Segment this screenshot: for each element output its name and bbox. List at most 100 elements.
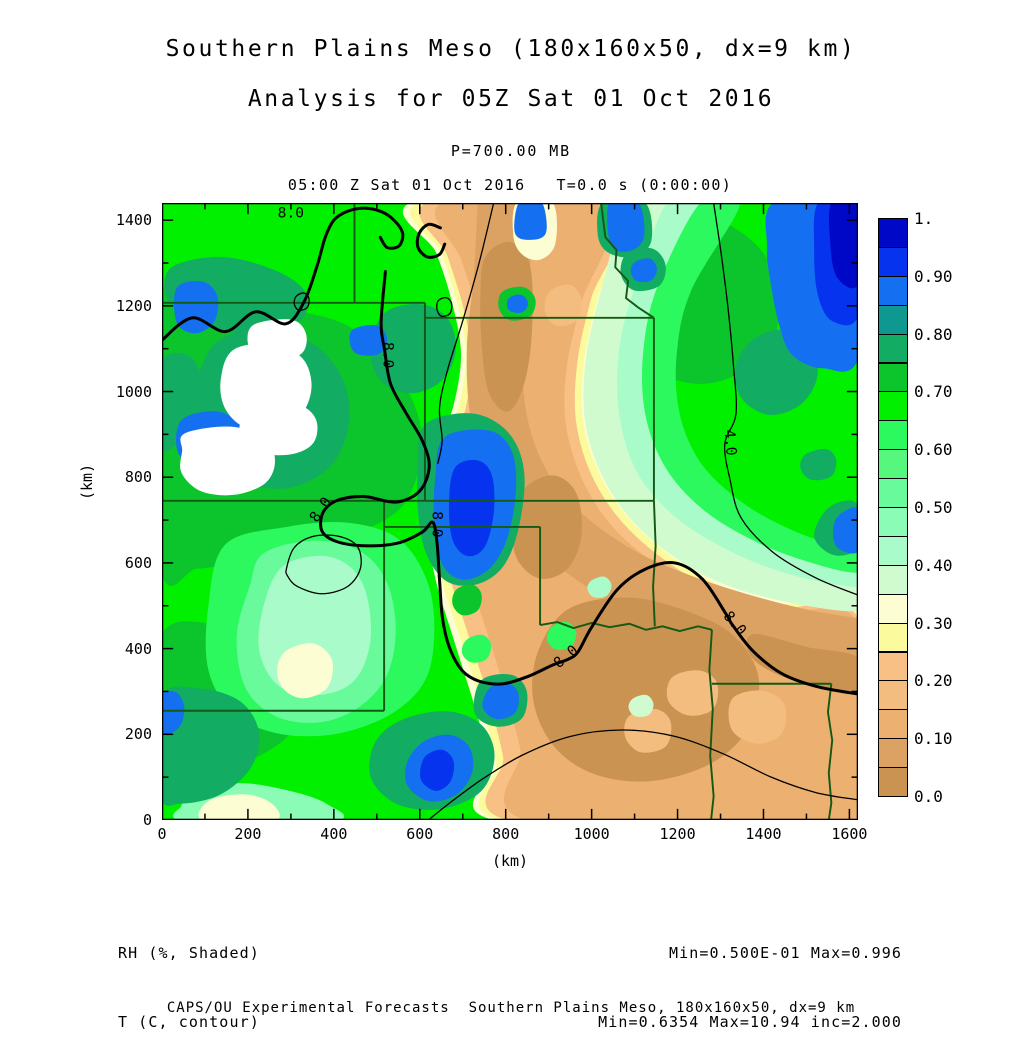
rh-fill-region xyxy=(514,203,547,240)
colorbar-cell xyxy=(878,709,908,740)
state-border xyxy=(600,203,655,319)
rh-fill-region xyxy=(532,597,760,782)
rh-fill-region xyxy=(480,241,533,412)
shaded-field-label: RH (%, Shaded) xyxy=(118,944,260,962)
x-tick-label: 800 xyxy=(492,825,520,843)
colorbar-tick-label: 0.90 xyxy=(914,266,953,286)
rh-fill-region xyxy=(544,284,582,327)
temperature-contour xyxy=(427,729,858,820)
x-tick-label: 1600 xyxy=(831,825,868,843)
x-axis-tick-labels: 0 200 400 600 800 1000 1200 1400 1600 xyxy=(157,825,867,845)
rh-fill-region xyxy=(624,708,672,753)
colorbar-cell xyxy=(878,304,908,335)
rh-fill-region xyxy=(452,584,482,616)
contour-value-label: 4.0 xyxy=(721,429,740,457)
rh-fill-region xyxy=(162,690,185,735)
colorbar-tick-labels: 1. 0.90 0.80 0.70 0.60 0.50 0.40 0.30 0.20 0.10 0.… xyxy=(914,209,974,808)
colorbar-cell xyxy=(878,333,908,364)
plot-title-line2: Analysis for 05Z Sat 01 Oct 2016 xyxy=(247,86,775,112)
x-axis-title: (km) xyxy=(491,852,529,870)
y-tick-label: 200 xyxy=(124,725,152,744)
credit-line: CAPS/OU Experimental Forecasts Southern … xyxy=(166,1000,856,1016)
colorbar-cell xyxy=(878,218,908,248)
rh-fill-region xyxy=(728,690,787,744)
rh-fill-region xyxy=(642,203,858,573)
colorbar-tick-label: 0.10 xyxy=(914,729,953,749)
pressure-level-label: P=700.00 MB xyxy=(450,142,572,160)
state-border xyxy=(708,629,715,820)
colorbar-cell xyxy=(878,507,908,537)
analysis-map: 8.0 8.0 8.0 8.0 8.0 8.0 4.0 xyxy=(162,203,858,820)
colorbar-cell xyxy=(878,738,908,769)
temperature-contour xyxy=(713,203,858,596)
y-axis-tick-labels: 0 200 400 600 800 1000 1200 1400 xyxy=(80,203,152,829)
colorbar-tick-label: 0.30 xyxy=(914,613,953,633)
state-border xyxy=(539,621,713,633)
rh-fill-region xyxy=(628,694,654,717)
y-tick-label: 400 xyxy=(124,639,152,658)
colorbar-cell xyxy=(878,622,908,653)
missing-data-patch xyxy=(180,426,275,496)
state-border xyxy=(826,683,834,820)
temperature-contour xyxy=(319,270,858,696)
x-tick-label: 400 xyxy=(320,825,348,843)
colorbar-tick-label: 0.60 xyxy=(914,440,953,460)
plot-title-line1: Southern Plains Meso (180x160x50, dx=9 k… xyxy=(165,36,857,62)
y-tick-label: 1200 xyxy=(115,296,152,315)
rh-contour-map: 8.08.08.0 8.08.08.04.0 xyxy=(162,203,858,820)
rh-fill-region xyxy=(461,634,492,663)
x-tick-label: 0 xyxy=(157,825,167,843)
rh-fill-region xyxy=(419,749,455,791)
colorbar xyxy=(878,218,908,797)
x-tick-label: 1400 xyxy=(745,825,782,843)
y-tick-label: 1400 xyxy=(115,211,152,230)
y-tick-label: 0 xyxy=(142,811,152,829)
temperature-contour xyxy=(162,206,405,342)
contour-value-label: 8.0 xyxy=(429,511,446,537)
colorbar-cell xyxy=(878,478,908,508)
colorbar-tick-label: 0.20 xyxy=(914,671,953,691)
temperature-contour xyxy=(415,222,447,259)
rh-fill-region xyxy=(546,621,577,650)
temperature-contour xyxy=(293,292,310,311)
colorbar-cell xyxy=(878,651,908,682)
rh-fill-region xyxy=(828,203,858,289)
colorbar-tick-label: 0.0 xyxy=(914,787,943,806)
rh-fill-region xyxy=(277,643,333,699)
rh-fill-region xyxy=(587,576,612,598)
temperature-contour xyxy=(285,534,362,595)
colorbar-cell xyxy=(878,275,908,306)
y-tick-label: 800 xyxy=(124,468,152,487)
shaded-field-stats: Min=0.500E-01 Max=0.996 xyxy=(668,944,902,962)
colorbar-cell xyxy=(878,564,908,595)
y-tick-label: 1000 xyxy=(115,382,152,401)
y-axis-title: (km) xyxy=(78,463,96,500)
x-tick-label: 1000 xyxy=(573,825,610,843)
colorbar-cell xyxy=(878,449,908,480)
rh-fill-region xyxy=(370,303,456,394)
colorbar-tick-label: 0.50 xyxy=(914,498,953,517)
colorbar-cell xyxy=(878,680,908,711)
colorbar-tick-label: 0.70 xyxy=(914,382,953,402)
valid-time-label: 05:00 Z Sat 01 Oct 2016 T=0.0 s (0:00:00… xyxy=(287,176,733,194)
colorbar-cell xyxy=(878,767,908,797)
colorbar-tick-label: 0.80 xyxy=(914,324,953,344)
contour-value-label: 8.0 xyxy=(380,342,397,368)
colorbar-cell xyxy=(878,593,908,624)
contour-value-label: 8.0 xyxy=(278,205,304,222)
rh-fill-region xyxy=(506,294,529,313)
field-legend: RH (%, Shaded) T (C, contour) xyxy=(118,896,260,1057)
y-tick-label: 600 xyxy=(124,553,152,572)
colorbar-cell xyxy=(878,362,908,393)
colorbar-tick-label: 1. xyxy=(914,209,934,228)
temperature-contour xyxy=(437,203,495,465)
x-tick-label: 600 xyxy=(406,825,434,843)
rh-fill-region xyxy=(800,448,837,481)
forecast-plot-page: { "header": { "title_line1": "Southern P… xyxy=(78,36,974,1031)
colorbar-cell xyxy=(878,246,908,277)
colorbar-cell xyxy=(878,391,908,422)
field-stats: Min=0.500E-01 Max=0.996 Min=0.6354 Max=1… xyxy=(450,896,902,1057)
x-tick-label: 200 xyxy=(234,825,262,843)
rh-fill-region xyxy=(630,258,657,283)
colorbar-tick-label: 0.40 xyxy=(914,555,953,575)
